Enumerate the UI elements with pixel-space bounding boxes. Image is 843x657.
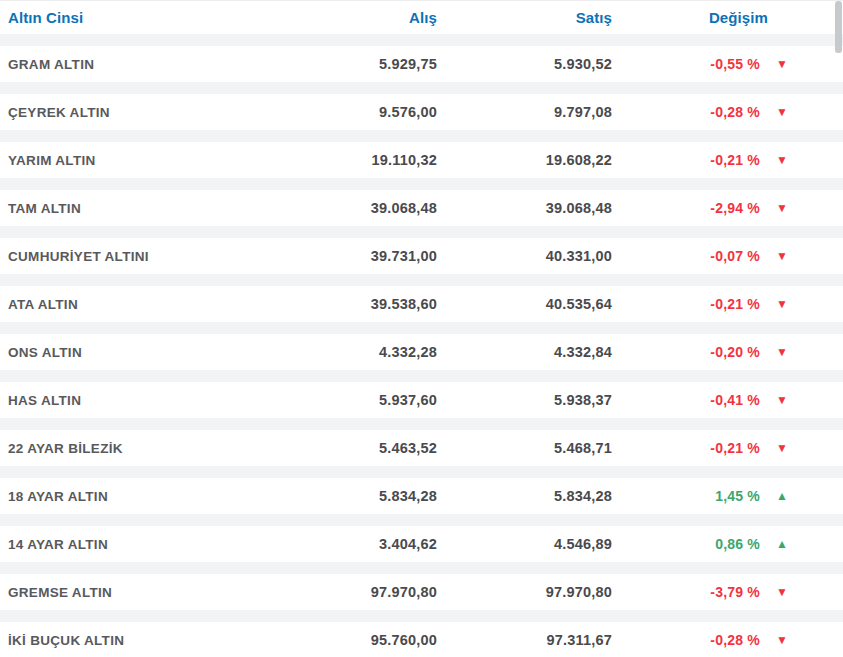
change-percent-value: -0,21 % — [710, 152, 760, 168]
change-percent-value: -3,79 % — [710, 584, 760, 600]
trend-arrow-icon: ▼ — [774, 394, 788, 406]
row-separator-band — [0, 178, 843, 190]
sell-price-value: 19.608,22 — [437, 152, 612, 168]
sell-price-value: 4.332,84 — [437, 344, 612, 360]
buy-price-value: 95.760,00 — [277, 632, 437, 648]
sell-price-value: 97.311,67 — [437, 632, 612, 648]
row-separator-band — [0, 322, 843, 334]
table-row[interactable]: ATA ALTIN 39.538,60 40.535,64 -0,21 % ▼ — [0, 286, 843, 322]
trend-arrow-icon: ▼ — [774, 250, 788, 262]
buy-price-value: 97.970,80 — [277, 584, 437, 600]
change-percent-value: -0,28 % — [710, 632, 760, 648]
change-percent-value: -0,28 % — [710, 104, 760, 120]
column-header-gold-type: Altın Cinsi — [8, 9, 277, 26]
sell-price-value: 4.546,89 — [437, 536, 612, 552]
table-row[interactable]: TAM ALTIN 39.068,48 39.068,48 -2,94 % ▼ — [0, 190, 843, 226]
table-row[interactable]: ÇEYREK ALTIN 9.576,00 9.797,08 -0,28 % ▼ — [0, 94, 843, 130]
buy-price-value: 19.110,32 — [277, 152, 437, 168]
change-percent-value: -0,20 % — [710, 344, 760, 360]
gold-type-label: ONS ALTIN — [8, 345, 277, 360]
table-row[interactable]: 18 AYAR ALTIN 5.834,28 5.834,28 1,45 % ▲ — [0, 478, 843, 514]
row-separator-band — [0, 514, 843, 526]
table-row[interactable]: 14 AYAR ALTIN 3.404,62 4.546,89 0,86 % ▲ — [0, 526, 843, 562]
table-header-row: Altın Cinsi Alış Satış Değişim — [0, 1, 843, 34]
table-row[interactable]: ONS ALTIN 4.332,28 4.332,84 -0,20 % ▼ — [0, 334, 843, 370]
table-row[interactable]: GREMSE ALTIN 97.970,80 97.970,80 -3,79 %… — [0, 574, 843, 610]
trend-arrow-icon: ▼ — [774, 154, 788, 166]
row-separator-band — [0, 562, 843, 574]
gold-type-label: CUMHURİYET ALTINI — [8, 249, 277, 264]
change-percent-value: -0,21 % — [710, 296, 760, 312]
change-percent-value: -2,94 % — [710, 200, 760, 216]
gold-type-label: TAM ALTIN — [8, 201, 277, 216]
buy-price-value: 3.404,62 — [277, 536, 437, 552]
column-header-change: Değişim — [612, 9, 788, 26]
change-percent-value: -0,07 % — [710, 248, 760, 264]
change-percent-value: 1,45 % — [715, 488, 760, 504]
gold-type-label: GRAM ALTIN — [8, 57, 277, 72]
gold-type-label: HAS ALTIN — [8, 393, 277, 408]
sell-price-value: 40.535,64 — [437, 296, 612, 312]
table-row[interactable]: YARIM ALTIN 19.110,32 19.608,22 -0,21 % … — [0, 142, 843, 178]
table-row[interactable]: İKİ BUÇUK ALTIN 95.760,00 97.311,67 -0,2… — [0, 622, 843, 657]
buy-price-value: 39.068,48 — [277, 200, 437, 216]
header-separator-band — [0, 34, 843, 46]
gold-type-label: GREMSE ALTIN — [8, 585, 277, 600]
sell-price-value: 5.834,28 — [437, 488, 612, 504]
gold-type-label: ATA ALTIN — [8, 297, 277, 312]
gold-type-label: ÇEYREK ALTIN — [8, 105, 277, 120]
gold-prices-table: Altın Cinsi Alış Satış Değişim GRAM ALTI… — [0, 0, 843, 657]
trend-arrow-icon: ▲ — [774, 538, 788, 550]
scrollbar-thumb[interactable] — [835, 1, 842, 53]
gold-type-label: YARIM ALTIN — [8, 153, 277, 168]
change-percent-value: -0,21 % — [710, 440, 760, 456]
trend-arrow-icon: ▼ — [774, 106, 788, 118]
sell-price-value: 5.938,37 — [437, 392, 612, 408]
trend-arrow-icon: ▼ — [774, 346, 788, 358]
table-row[interactable]: GRAM ALTIN 5.929,75 5.930,52 -0,55 % ▼ — [0, 46, 843, 82]
trend-arrow-icon: ▼ — [774, 586, 788, 598]
buy-price-value: 5.463,52 — [277, 440, 437, 456]
sell-price-value: 5.468,71 — [437, 440, 612, 456]
buy-price-value: 9.576,00 — [277, 104, 437, 120]
column-header-sell: Satış — [437, 9, 612, 26]
row-separator-band — [0, 418, 843, 430]
row-separator-band — [0, 610, 843, 622]
gold-type-label: 14 AYAR ALTIN — [8, 537, 277, 552]
sell-price-value: 9.797,08 — [437, 104, 612, 120]
sell-price-value: 39.068,48 — [437, 200, 612, 216]
gold-type-label: 22 AYAR BİLEZİK — [8, 441, 277, 456]
trend-arrow-icon: ▼ — [774, 442, 788, 454]
buy-price-value: 4.332,28 — [277, 344, 437, 360]
row-separator-band — [0, 226, 843, 238]
trend-arrow-icon: ▼ — [774, 202, 788, 214]
buy-price-value: 5.937,60 — [277, 392, 437, 408]
row-separator-band — [0, 130, 843, 142]
sell-price-value: 97.970,80 — [437, 584, 612, 600]
change-percent-value: -0,55 % — [710, 56, 760, 72]
sell-price-value: 5.930,52 — [437, 56, 612, 72]
trend-arrow-icon: ▼ — [774, 58, 788, 70]
table-body: GRAM ALTIN 5.929,75 5.930,52 -0,55 % ▼ Ç… — [0, 46, 843, 657]
row-separator-band — [0, 274, 843, 286]
trend-arrow-icon: ▼ — [774, 298, 788, 310]
sell-price-value: 40.331,00 — [437, 248, 612, 264]
row-separator-band — [0, 466, 843, 478]
buy-price-value: 39.538,60 — [277, 296, 437, 312]
trend-arrow-icon: ▼ — [774, 634, 788, 646]
change-percent-value: 0,86 % — [715, 536, 760, 552]
column-header-buy: Alış — [277, 9, 437, 26]
change-percent-value: -0,41 % — [710, 392, 760, 408]
buy-price-value: 5.834,28 — [277, 488, 437, 504]
buy-price-value: 39.731,00 — [277, 248, 437, 264]
row-separator-band — [0, 82, 843, 94]
row-separator-band — [0, 370, 843, 382]
table-row[interactable]: HAS ALTIN 5.937,60 5.938,37 -0,41 % ▼ — [0, 382, 843, 418]
trend-arrow-icon: ▲ — [774, 490, 788, 502]
buy-price-value: 5.929,75 — [277, 56, 437, 72]
gold-type-label: İKİ BUÇUK ALTIN — [8, 633, 277, 648]
gold-type-label: 18 AYAR ALTIN — [8, 489, 277, 504]
table-row[interactable]: 22 AYAR BİLEZİK 5.463,52 5.468,71 -0,21 … — [0, 430, 843, 466]
table-row[interactable]: CUMHURİYET ALTINI 39.731,00 40.331,00 -0… — [0, 238, 843, 274]
